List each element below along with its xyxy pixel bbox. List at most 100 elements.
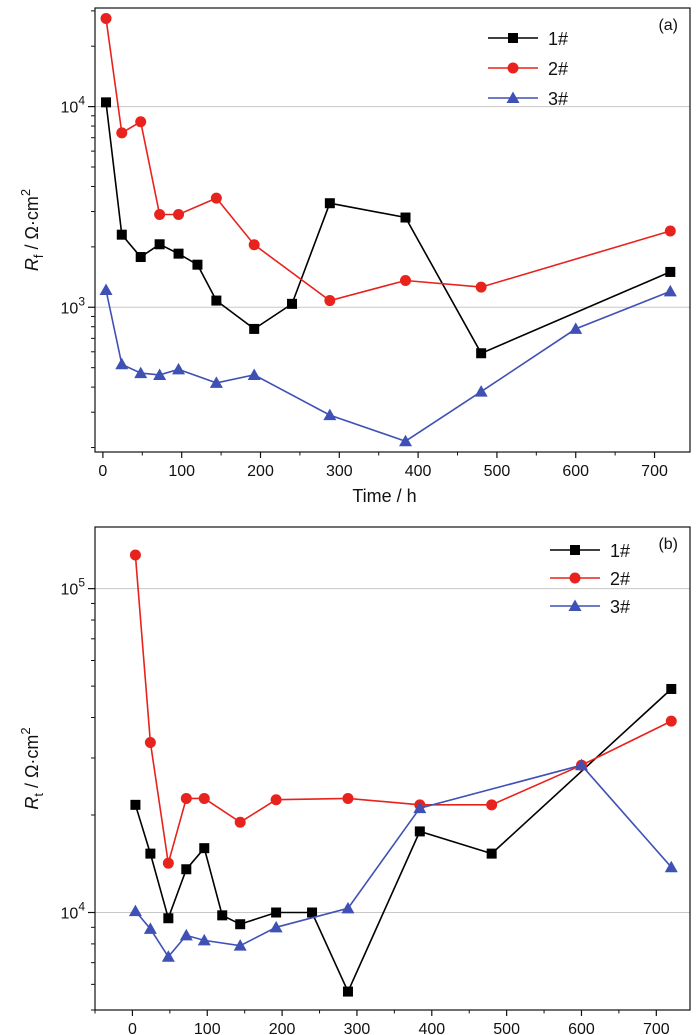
data-point (248, 239, 260, 251)
legend-label: 3# (548, 89, 568, 109)
data-point (269, 920, 283, 933)
data-point (307, 907, 318, 918)
data-point (324, 295, 336, 307)
y-tick-label: 105 (61, 576, 86, 599)
y-tick-base: 10 (61, 582, 79, 599)
x-tick-label: 600 (568, 1021, 595, 1035)
y-tick-base: 10 (61, 100, 79, 117)
data-point (116, 229, 127, 240)
data-point (134, 366, 148, 379)
y-axis-superscript: 2 (18, 189, 33, 196)
data-point (153, 368, 167, 380)
data-point (198, 792, 210, 804)
data-point (199, 843, 210, 854)
data-point (130, 799, 141, 810)
data-point (663, 284, 677, 297)
data-point (99, 283, 113, 295)
x-tick-label: 0 (98, 463, 107, 480)
data-point (234, 816, 246, 828)
x-tick-label: 300 (326, 463, 353, 480)
x-tick-label: 400 (418, 1021, 445, 1035)
data-point (569, 322, 583, 334)
data-point (399, 434, 413, 447)
x-tick-label: 100 (194, 1021, 221, 1035)
series-1 (101, 97, 676, 359)
legend-triangle-marker (506, 91, 520, 103)
plot-frame (94, 526, 691, 1011)
data-point (574, 758, 588, 771)
y-axis-symbol: R (22, 258, 42, 271)
y-tick-base: 10 (61, 906, 79, 923)
data-point (192, 259, 203, 270)
y-tick-base: 10 (61, 300, 79, 317)
data-point (100, 12, 112, 24)
y-tick-label: 103 (61, 294, 86, 317)
data-point (249, 323, 260, 334)
data-point (154, 239, 165, 250)
y-tick-exponent: 3 (78, 294, 85, 308)
data-point (664, 225, 676, 237)
series-line (134, 554, 672, 864)
chart-panel-b: 0100200300400500600700104105Time / hRt /… (18, 526, 691, 1035)
data-point (665, 266, 676, 277)
panel-label: (b) (658, 536, 678, 553)
data-point (270, 794, 282, 806)
data-point (210, 192, 222, 204)
series-2 (100, 12, 676, 307)
legend-label: 2# (548, 59, 568, 79)
series-line (105, 102, 671, 355)
y-axis-title: Rf / Ω·cm2 (18, 189, 46, 271)
data-point (271, 907, 282, 918)
panel-label: (a) (658, 17, 678, 34)
x-tick-label: 700 (641, 463, 668, 480)
data-point (287, 298, 298, 309)
x-tick-label: 0 (128, 1021, 137, 1035)
data-point (475, 281, 487, 293)
series-line (105, 18, 671, 302)
data-point (135, 252, 146, 263)
data-point (342, 792, 354, 804)
data-point (474, 385, 488, 397)
y-tick-exponent: 4 (78, 94, 85, 108)
y-axis-title: Rt / Ω·cm2 (18, 727, 46, 809)
y-axis-unit: / Ω·cm (22, 735, 42, 793)
data-point (341, 901, 355, 914)
data-point (172, 362, 186, 375)
data-point (400, 274, 412, 286)
data-point (217, 910, 228, 921)
data-point (116, 127, 128, 139)
data-point (179, 928, 193, 941)
data-point (247, 368, 261, 380)
data-point (211, 295, 222, 306)
legend-triangle-marker (568, 599, 582, 611)
data-point (101, 97, 112, 108)
y-tick-exponent: 4 (78, 900, 85, 914)
data-point (181, 864, 192, 875)
series-3 (128, 758, 678, 962)
legend-square-marker (508, 33, 518, 43)
y-tick-label: 104 (61, 900, 86, 923)
y-axis-unit: / Ω·cm (22, 196, 42, 254)
data-point (413, 801, 427, 814)
y-axis-subscript: f (31, 254, 46, 258)
data-point (665, 715, 677, 727)
series-line (134, 688, 672, 994)
data-point (414, 826, 425, 837)
data-point (173, 248, 184, 259)
data-point (180, 792, 192, 804)
x-tick-label: 600 (562, 463, 589, 480)
x-tick-label: 300 (344, 1021, 371, 1035)
x-axis-title: Time / h (352, 486, 416, 506)
legend-label: 2# (610, 569, 630, 589)
data-point (128, 904, 142, 917)
x-tick-label: 500 (484, 463, 511, 480)
legend-label: 1# (610, 541, 630, 561)
data-point (666, 683, 677, 694)
data-point (197, 933, 211, 946)
data-point (323, 408, 337, 421)
data-point (324, 198, 335, 209)
data-point (476, 348, 487, 359)
data-point (486, 799, 498, 811)
data-point (163, 913, 174, 924)
